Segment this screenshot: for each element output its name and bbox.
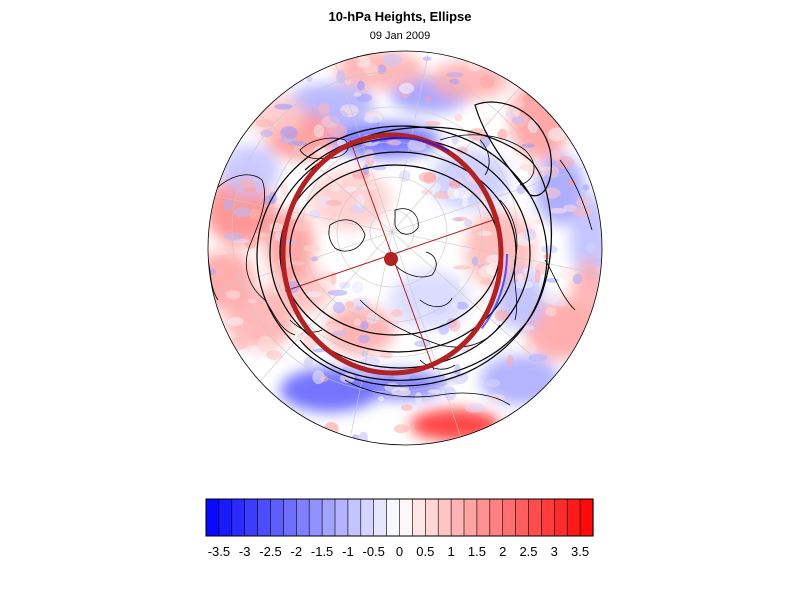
colorbar-swatch — [270, 498, 284, 537]
colorbar-swatch — [528, 498, 542, 537]
colorbar-swatch — [334, 498, 349, 537]
colorbar-tick-label: 0 — [396, 544, 403, 559]
vortex-ellipse — [280, 132, 508, 376]
colorbar-tick-label: -3 — [239, 544, 251, 559]
colorbar-swatch — [515, 498, 530, 537]
colorbar-swatch — [541, 498, 555, 537]
vortex-center-marker — [384, 252, 398, 266]
colorbar-swatch — [205, 498, 220, 537]
colorbar-swatch — [489, 498, 504, 537]
colorbar-tick-label: -1 — [342, 544, 354, 559]
colorbar-swatch — [360, 498, 375, 537]
colorbar-swatch — [566, 498, 581, 537]
colorbar-tick-label: 2 — [499, 544, 506, 559]
globe-outline — [207, 50, 603, 446]
colorbar-swatch — [553, 498, 568, 537]
colorbar-swatch — [321, 498, 336, 537]
colorbar-swatch — [295, 498, 310, 537]
colorbar-tick-label: 3 — [551, 544, 558, 559]
colorbar-swatch — [283, 498, 297, 537]
colorbar-tick-label: -2 — [291, 544, 303, 559]
colorbar-tick-label: 2.5 — [519, 544, 537, 559]
map-title: 10-hPa Heights, Ellipse — [328, 9, 472, 24]
colorbar-swatch — [347, 498, 362, 537]
colorbar-swatch — [257, 498, 272, 537]
colorbar-swatch — [450, 498, 465, 537]
colorbar-tick-label: -3.5 — [208, 544, 230, 559]
colorbar-tick-label: -1.5 — [311, 544, 333, 559]
colorbar-tick-label: 3.5 — [571, 544, 589, 559]
colorbar-tick-label: 1 — [447, 544, 454, 559]
map-date: 09 Jan 2009 — [369, 30, 431, 42]
polar-map — [207, 50, 603, 446]
colorbar-swatch — [463, 498, 478, 537]
colorbar-tick-label: -0.5 — [362, 544, 384, 559]
colorbar-swatch — [373, 498, 388, 537]
colorbar-tick-label: 0.5 — [416, 544, 434, 559]
colorbar-swatch — [579, 498, 594, 537]
colorbar-swatch — [476, 498, 491, 537]
colorbar-swatch — [386, 498, 401, 537]
colorbar-frame — [205, 498, 594, 537]
colorbar-tick-label: -2.5 — [259, 544, 281, 559]
colorbar-swatch — [231, 498, 246, 537]
colorbar-swatch — [412, 498, 426, 537]
height-contours — [256, 101, 552, 387]
colorbar-swatch — [308, 498, 323, 537]
colorbar-swatch — [244, 498, 259, 537]
colorbar-swatch — [502, 498, 517, 537]
colorbar-swatch — [424, 498, 439, 537]
colorbar-tick-label: 1.5 — [468, 544, 486, 559]
colorbar-swatch — [437, 498, 452, 537]
colorbar-swatch — [399, 498, 413, 537]
colorbar-swatch — [218, 498, 233, 537]
